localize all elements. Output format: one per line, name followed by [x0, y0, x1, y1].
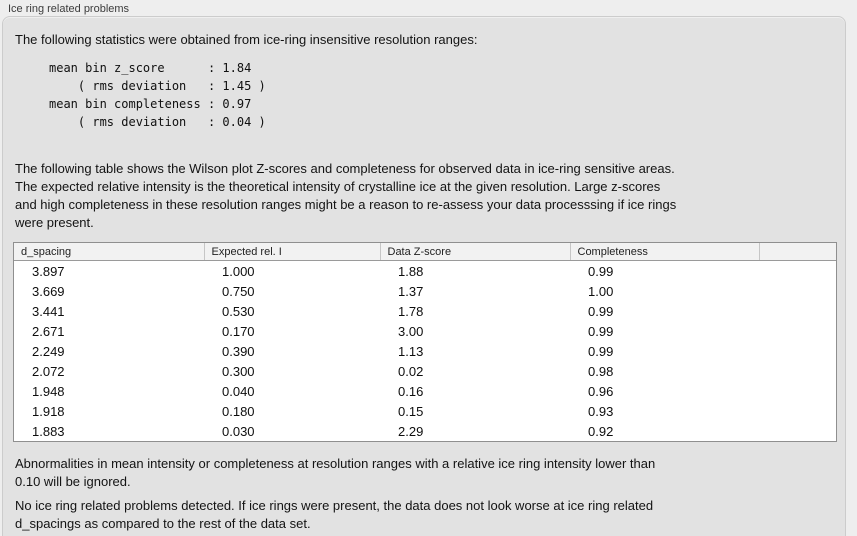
table-cell-empty [759, 421, 836, 441]
intro-text: The following statistics were obtained f… [15, 32, 478, 47]
column-header-completeness[interactable]: Completeness [569, 243, 759, 261]
table-cell: 0.99 [588, 343, 614, 359]
table-cell: 2.249 [32, 343, 65, 359]
column-header-data-z-score[interactable]: Data Z-score [379, 243, 570, 261]
table-cell: 0.92 [588, 423, 614, 439]
table-cell: 3.441 [32, 303, 65, 319]
ignore-note-text: Abnormalities in mean intensity or compl… [15, 456, 656, 489]
table-cell: 0.99 [588, 303, 614, 319]
table-row[interactable]: 1.948 0.040 0.16 0.96 [14, 381, 836, 401]
table-row[interactable]: 3.897 1.000 1.88 0.99 [14, 261, 836, 282]
table-row[interactable]: 2.072 0.300 0.02 0.98 [14, 361, 836, 381]
table-cell: 1.948 [32, 383, 65, 399]
ice-ring-data-table: d_spacing Expected rel. I Data Z-score C… [14, 243, 836, 441]
ice-ring-groupbox: The following statistics were obtained f… [2, 16, 846, 536]
table-body: 3.897 1.000 1.88 0.99 3.669 0.750 1.37 1.00 3.44… [14, 261, 836, 442]
table-cell: 0.16 [398, 383, 424, 399]
table-cell-empty [759, 281, 836, 301]
table-cell: 0.040 [222, 383, 255, 399]
table-cell-empty [759, 301, 836, 321]
column-header-empty [758, 243, 836, 261]
table-cell: 2.29 [398, 423, 424, 439]
ice-ring-table: d_spacing Expected rel. I Data Z-score C… [13, 242, 837, 442]
table-cell: 1.88 [398, 263, 424, 279]
table-cell: 1.918 [32, 403, 65, 419]
table-cell: 3.669 [32, 283, 65, 299]
table-row[interactable]: 3.669 0.750 1.37 1.00 [14, 281, 836, 301]
table-cell: 0.98 [588, 363, 614, 379]
table-cell: 0.99 [588, 323, 614, 339]
table-cell-empty [759, 361, 836, 381]
table-cell-empty [759, 401, 836, 421]
table-cell-empty [759, 321, 836, 341]
table-cell: 1.13 [398, 343, 424, 359]
table-cell: 0.96 [588, 383, 614, 399]
table-cell: 0.93 [588, 403, 614, 419]
table-row[interactable]: 1.918 0.180 0.15 0.93 [14, 401, 836, 421]
table-cell-empty [759, 261, 836, 282]
table-row[interactable]: 1.883 0.030 2.29 0.92 [14, 421, 836, 441]
table-cell: 0.99 [588, 263, 614, 279]
column-header-d-spacing[interactable]: d_spacing [14, 243, 204, 261]
column-header-expected-rel-i[interactable]: Expected rel. I [203, 243, 380, 261]
summary-stats-block: mean bin z_score : 1.84 ( rms deviation … [49, 61, 266, 129]
table-cell: 2.671 [32, 323, 65, 339]
table-row[interactable]: 3.441 0.530 1.78 0.99 [14, 301, 836, 321]
table-row[interactable]: 2.671 0.170 3.00 0.99 [14, 321, 836, 341]
table-header-row: d_spacing Expected rel. I Data Z-score C… [14, 243, 836, 261]
table-cell: 0.300 [222, 363, 255, 379]
groupbox-title: Ice ring related problems [8, 3, 130, 15]
table-cell: 0.530 [222, 303, 255, 319]
table-cell-empty [759, 381, 836, 401]
table-cell: 0.750 [222, 283, 255, 299]
table-row[interactable]: 2.249 0.390 1.13 0.99 [14, 341, 836, 361]
table-description-text: The following table shows the Wilson plo… [15, 161, 677, 230]
table-cell: 0.02 [398, 363, 424, 379]
table-cell: 2.072 [32, 363, 65, 379]
table-cell-empty [759, 341, 836, 361]
table-cell: 0.030 [222, 423, 255, 439]
conclusion-text: No ice ring related problems detected. I… [15, 498, 654, 531]
table-cell: 3.897 [32, 263, 65, 279]
table-cell: 0.180 [222, 403, 255, 419]
table-cell: 1.00 [588, 283, 614, 299]
table-cell: 1.37 [398, 283, 424, 299]
table-cell: 0.170 [222, 323, 255, 339]
table-cell: 0.15 [398, 403, 424, 419]
table-cell: 1.883 [32, 423, 65, 439]
table-cell: 0.390 [222, 343, 255, 359]
table-cell: 1.78 [398, 303, 424, 319]
table-cell: 1.000 [222, 263, 255, 279]
table-cell: 3.00 [398, 323, 424, 339]
